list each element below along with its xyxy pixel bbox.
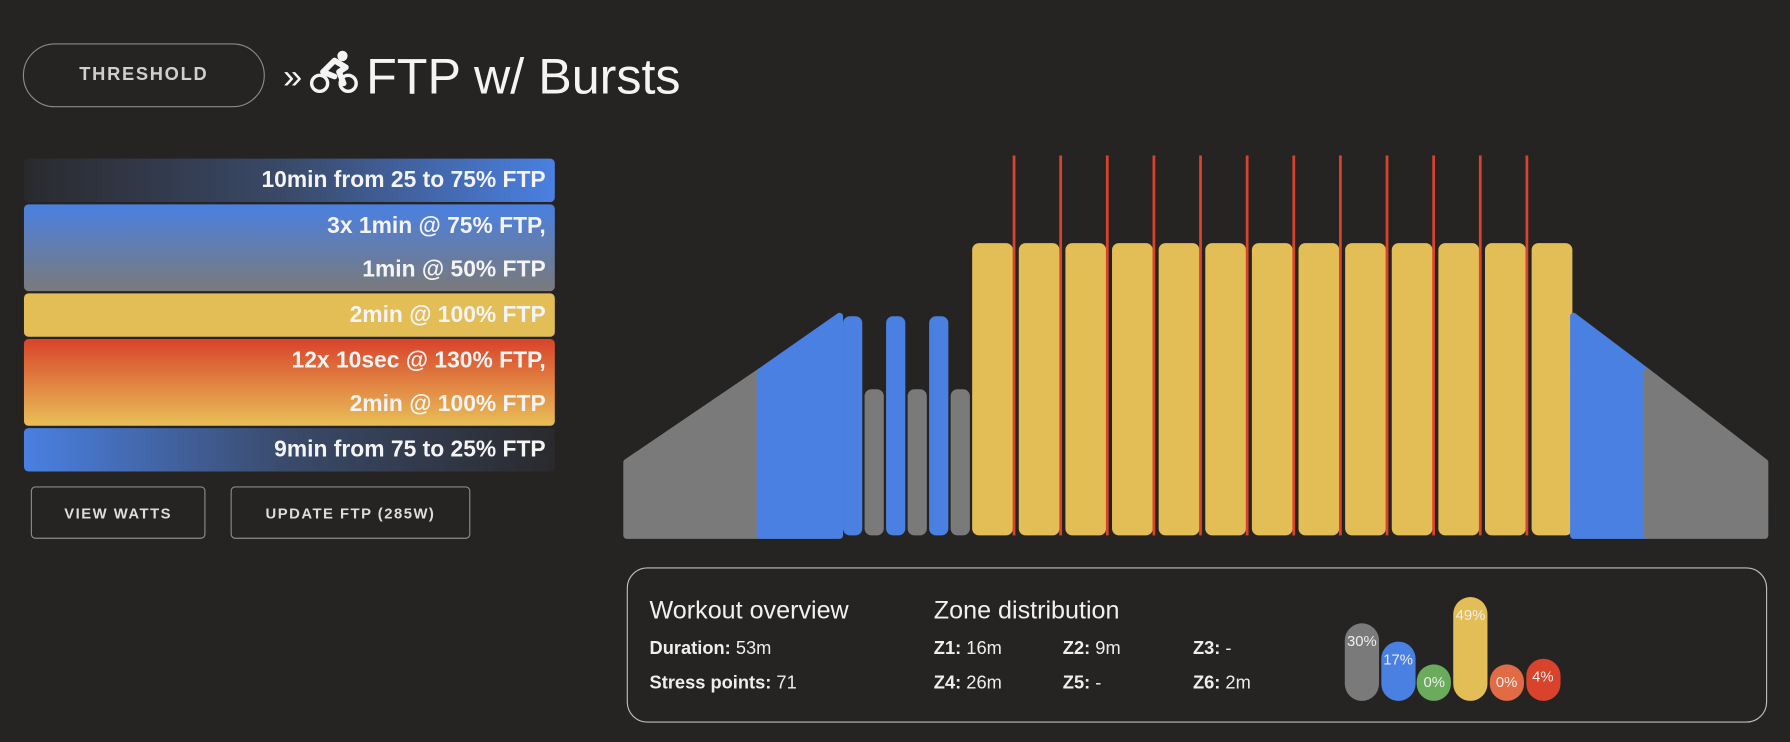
interval-bar bbox=[1112, 243, 1153, 536]
workout-title: » FTP w/ Bursts bbox=[283, 43, 680, 111]
interval-bar bbox=[1018, 243, 1060, 536]
zone-label: Z4: bbox=[933, 673, 962, 693]
ramp-segment bbox=[623, 368, 764, 539]
zone-label: Z1: bbox=[933, 639, 962, 659]
interval-bar bbox=[1298, 243, 1340, 536]
step-text: 2min @ 100% FTP bbox=[349, 302, 546, 328]
zone-value: 16m bbox=[966, 639, 1002, 659]
step-text: 1min @ 50% FTP bbox=[362, 256, 546, 282]
burst-line bbox=[1245, 155, 1249, 536]
interval-bar bbox=[1205, 243, 1247, 536]
interval-bar bbox=[1438, 243, 1480, 536]
cyclist-icon bbox=[309, 49, 359, 107]
zone-heading: Zone distribution bbox=[933, 595, 1120, 625]
zone-label: Z6: bbox=[1192, 673, 1221, 693]
zone-value: 26m bbox=[966, 673, 1002, 693]
interval-bar bbox=[843, 316, 863, 536]
step-text: 9min from 75 to 25% FTP bbox=[274, 437, 546, 463]
stress-points: Stress points: 71 bbox=[650, 674, 797, 695]
interval-bar bbox=[907, 389, 927, 536]
stress-label: Stress points: bbox=[649, 673, 772, 693]
interval-bar bbox=[950, 389, 970, 536]
zone-time-3: Z3: - bbox=[1193, 639, 1232, 660]
zone-percent-pill-1: 30% bbox=[1344, 623, 1380, 701]
zone-time-1: Z1: 16m bbox=[934, 639, 1002, 660]
burst-line bbox=[1339, 155, 1342, 536]
interval-bar bbox=[864, 389, 884, 536]
workout-chart bbox=[623, 155, 1769, 539]
step-text: 10min from 25 to 75% FTP bbox=[261, 167, 546, 193]
burst-line bbox=[1152, 155, 1156, 536]
duration-value: 53m bbox=[735, 639, 772, 659]
zone-label: Z5: bbox=[1062, 673, 1091, 693]
zone-percent-pill-6: 4% bbox=[1525, 658, 1560, 701]
burst-line bbox=[1059, 155, 1063, 536]
view-watts-button[interactable]: VIEW WATTS bbox=[30, 486, 206, 539]
step-intervals: 3x 1min @ 75% FTP, 1min @ 50% FTP bbox=[23, 204, 555, 292]
burst-line bbox=[1012, 155, 1016, 536]
interval-bar bbox=[886, 316, 906, 536]
duration-label: Duration: bbox=[649, 639, 731, 659]
step-steady: 2min @ 100% FTP bbox=[23, 293, 555, 337]
stress-value: 71 bbox=[776, 673, 797, 693]
zone-value: - bbox=[1095, 673, 1102, 693]
ramp-segment bbox=[1643, 368, 1769, 539]
category-pill-threshold[interactable]: THRESHOLD bbox=[22, 43, 265, 108]
step-bursts: 12x 10sec @ 130% FTP, 2min @ 100% FTP bbox=[23, 339, 555, 426]
interval-bar bbox=[1391, 243, 1433, 536]
zone-time-5: Z5: - bbox=[1063, 674, 1102, 695]
interval-bar bbox=[1158, 243, 1200, 536]
ramp-segment bbox=[756, 312, 844, 539]
burst-line bbox=[1199, 155, 1202, 536]
chevron-icon: » bbox=[283, 58, 303, 96]
zone-value: 9m bbox=[1095, 639, 1121, 659]
step-text: 12x 10sec @ 130% FTP, bbox=[291, 348, 546, 374]
burst-line bbox=[1105, 155, 1109, 536]
burst-line bbox=[1432, 155, 1436, 536]
step-text: 3x 1min @ 75% FTP, bbox=[327, 213, 546, 239]
step-text: 2min @ 100% FTP bbox=[349, 391, 546, 417]
zone-percent-pill-4: 49% bbox=[1453, 597, 1488, 701]
interval-bar bbox=[1484, 243, 1526, 536]
zone-value: - bbox=[1225, 639, 1232, 659]
duration: Duration: 53m bbox=[650, 639, 772, 660]
burst-line bbox=[1478, 155, 1482, 536]
burst-line bbox=[1525, 155, 1529, 536]
interval-bar bbox=[929, 316, 949, 536]
zone-time-4: Z4: 26m bbox=[934, 674, 1002, 695]
zone-percent-pill-3: 0% bbox=[1417, 664, 1452, 701]
burst-line bbox=[1292, 155, 1296, 536]
interval-bar bbox=[1531, 243, 1573, 536]
step-warmup: 10min from 25 to 75% FTP bbox=[23, 158, 555, 203]
zone-time-2: Z2: 9m bbox=[1063, 639, 1121, 660]
ramp-segment bbox=[1570, 312, 1651, 539]
burst-line bbox=[1385, 155, 1389, 536]
update-ftp-button[interactable]: UPDATE FTP (285W) bbox=[230, 486, 471, 539]
zone-percent-pill-5: 0% bbox=[1489, 664, 1524, 701]
summary-panel: Workout overview Duration: 53m Stress po… bbox=[626, 567, 1768, 723]
interval-bar bbox=[1345, 243, 1386, 536]
workout-name: FTP w/ Bursts bbox=[366, 49, 681, 106]
interval-bar bbox=[972, 243, 1013, 536]
interval-bar bbox=[1065, 243, 1107, 536]
zone-percent-pill-2: 17% bbox=[1380, 641, 1416, 701]
zone-label: Z2: bbox=[1062, 639, 1091, 659]
interval-bar bbox=[1251, 243, 1293, 536]
zone-value: 2m bbox=[1225, 673, 1251, 693]
overview-heading: Workout overview bbox=[649, 595, 849, 625]
zone-label: Z3: bbox=[1192, 639, 1221, 659]
step-list: 10min from 25 to 75% FTP 3x 1min @ 75% F… bbox=[23, 158, 555, 474]
zone-time-6: Z6: 2m bbox=[1193, 674, 1251, 695]
step-cooldown: 9min from 75 to 25% FTP bbox=[23, 428, 555, 472]
